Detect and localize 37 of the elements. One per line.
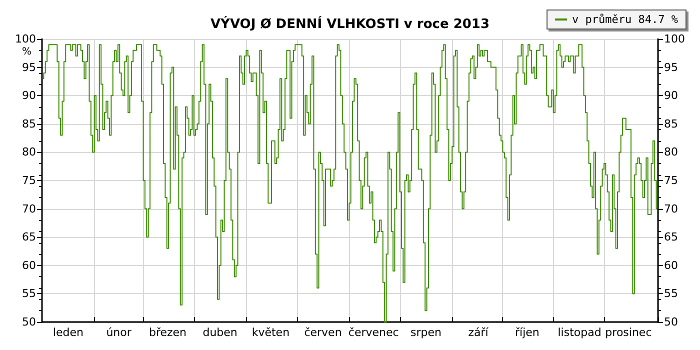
y-axis-title: % (22, 46, 32, 58)
x-tick-label: říjen (515, 326, 540, 339)
x-tick-label: srpen (410, 326, 442, 339)
chart-title: VÝVOJ Ø DENNÍ VLHKOSTI v roce 2013 (210, 15, 490, 32)
x-tick-label: listopad (558, 326, 602, 339)
y-tick-label: 80 (22, 146, 36, 159)
y2-tick-label: 100 (664, 32, 685, 46)
y2-tick-label: 75 (664, 174, 678, 187)
y-tick-label: 55 (22, 287, 36, 300)
y2-tick-label: 70 (664, 202, 678, 216)
y-tick-label: 100 (15, 32, 36, 46)
y-tick-label: 85 (22, 117, 36, 130)
x-tick-label: duben (202, 326, 238, 339)
y-tick-label: 60 (22, 258, 36, 272)
y-tick-label: 70 (22, 202, 36, 216)
x-tick-label: květen (252, 326, 290, 339)
legend-label: v průměru 84.7 % (572, 13, 678, 26)
y-tick-label: 65 (22, 230, 36, 244)
x-tick-label: září (468, 326, 490, 339)
y2-tick-label: 95 (664, 60, 678, 74)
y2-tick-label: 90 (664, 89, 678, 102)
y2-tick-label: 50 (664, 316, 678, 328)
y-tick-label: 75 (22, 174, 36, 187)
y2-tick-label: 85 (664, 117, 678, 130)
x-tick-label: leden (52, 326, 84, 339)
x-tick-label: červenec (348, 326, 399, 339)
y-tick-label: 95 (22, 60, 36, 74)
x-tick-label: únor (106, 326, 132, 339)
x-tick-label: prosinec (605, 326, 652, 339)
y2-tick-label: 80 (664, 146, 678, 159)
y2-tick-label: 65 (664, 230, 678, 244)
y2-tick-label: 55 (664, 287, 678, 300)
y-tick-label: 90 (22, 89, 36, 102)
x-tick-label: červen (304, 326, 342, 339)
y2-tick-label: 60 (664, 258, 678, 272)
y-tick-label: 50 (22, 316, 36, 328)
x-tick-label: březen (148, 326, 187, 339)
